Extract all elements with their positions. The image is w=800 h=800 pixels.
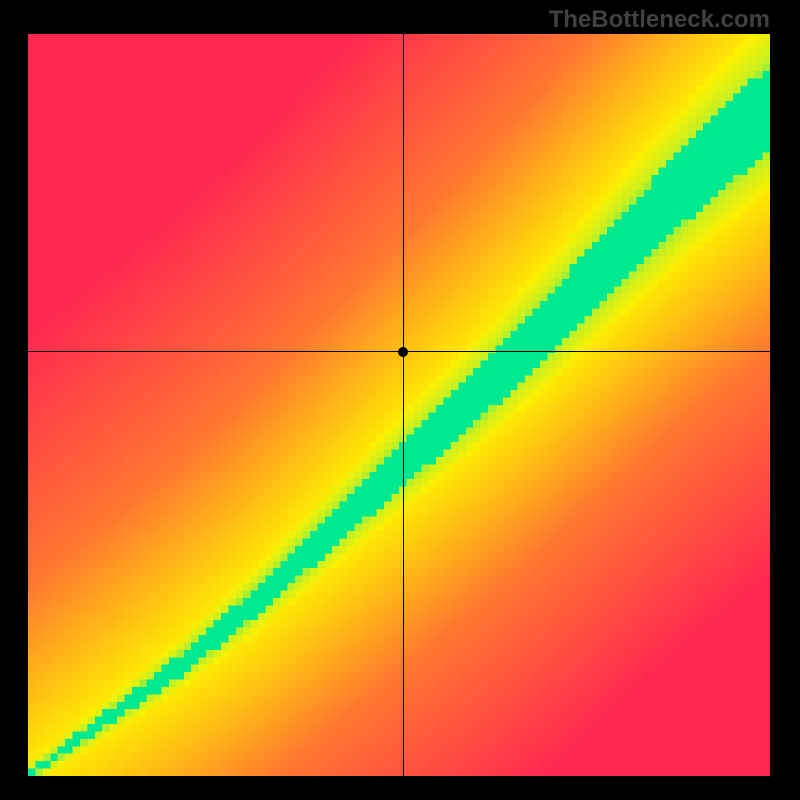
bottleneck-heatmap	[28, 34, 770, 776]
operating-point-marker	[398, 347, 408, 357]
crosshair-vertical	[403, 34, 404, 776]
watermark-text: TheBottleneck.com	[549, 6, 770, 34]
